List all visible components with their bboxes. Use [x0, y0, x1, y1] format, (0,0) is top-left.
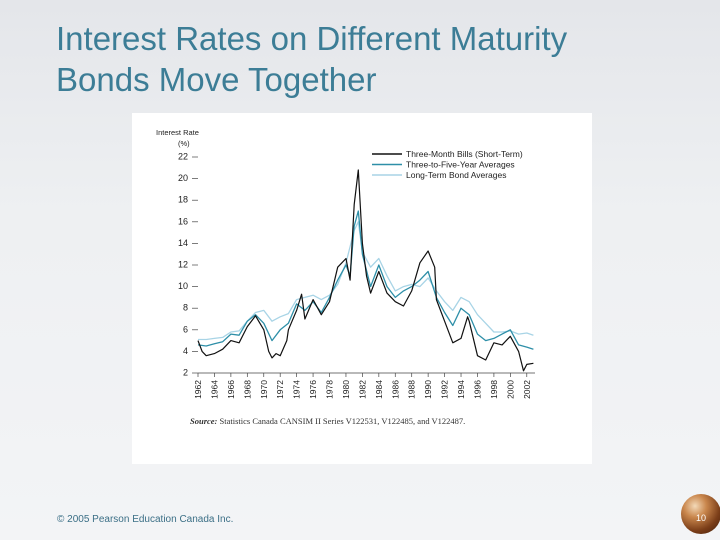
x-tick-label-1982: 1982	[357, 380, 367, 399]
series-line-2	[198, 221, 534, 341]
source-note: Source: Statistics Canada CANSIM II Seri…	[190, 416, 465, 426]
y-tick-label-8: 8	[183, 303, 188, 313]
x-tick-label-1984: 1984	[374, 380, 384, 399]
x-tick-label-1964: 1964	[209, 380, 219, 399]
x-tick-label-1966: 1966	[226, 380, 236, 399]
x-tick-label-1974: 1974	[292, 380, 302, 399]
page-number: 10	[695, 513, 706, 523]
legend: Three-Month Bills (Short-Term)Three-to-F…	[372, 149, 523, 180]
legend-label-1: Three-to-Five-Year Averages	[406, 160, 515, 170]
slide-title: Interest Rates on Different Maturity Bon…	[56, 18, 676, 100]
x-tick-label-1992: 1992	[440, 380, 450, 399]
y-tick-label-18: 18	[178, 195, 188, 205]
y-tick-label-4: 4	[183, 346, 188, 356]
interest-rate-chart: Interest Rate (%) 2 4 6 8 10 12 14 16 18 20 22 1962…	[156, 128, 535, 399]
x-tick-label-1976: 1976	[308, 380, 318, 399]
slide-title-line-2: Bonds Move Together	[56, 61, 377, 98]
series-line-1	[197, 210, 534, 350]
axes: 2 4 6 8 10 12 14 16 18 20 22 1962 1964 1966 1968 1970 19…	[178, 152, 535, 399]
slide-title-line-1: Interest Rates on Different Maturity	[56, 20, 568, 57]
chart-panel: Interest Rate (%) 2 4 6 8 10 12 14 16 18 20 22 1962…	[132, 113, 592, 464]
y-tick-label-2: 2	[183, 368, 188, 378]
x-tick-label-2002: 2002	[522, 380, 532, 399]
copyright-notice: © 2005 Pearson Education Canada Inc.	[57, 514, 234, 525]
y-tick-label-20: 20	[178, 173, 188, 183]
page-number-badge: 10	[681, 494, 720, 534]
x-tick-label-1978: 1978	[325, 380, 335, 399]
x-tick-label-1970: 1970	[259, 380, 269, 399]
y-tick-label-10: 10	[178, 281, 188, 291]
y-axis-label: Interest Rate	[156, 128, 199, 137]
x-tick-label-2000: 2000	[505, 380, 515, 399]
y-tick-label-16: 16	[178, 216, 188, 226]
series-lines	[197, 169, 534, 372]
legend-label-2: Long-Term Bond Averages	[406, 170, 507, 180]
x-tick-label-1986: 1986	[390, 380, 400, 399]
legend-label-0: Three-Month Bills (Short-Term)	[406, 149, 523, 159]
y-tick-label-22: 22	[178, 152, 188, 162]
series-line-0	[197, 169, 534, 372]
x-tick-label-1968: 1968	[242, 380, 252, 399]
x-tick-label-1962: 1962	[193, 380, 203, 399]
x-tick-label-1994: 1994	[456, 380, 466, 399]
x-tick-label-1998: 1998	[489, 380, 499, 399]
x-tick-label-1980: 1980	[341, 380, 351, 399]
source-label: Source:	[190, 416, 218, 426]
y-tick-label-6: 6	[183, 324, 188, 334]
x-tick-label-1988: 1988	[407, 380, 417, 399]
x-tick-label-1990: 1990	[423, 380, 433, 399]
y-tick-label-14: 14	[178, 238, 188, 248]
y-axis-unit: (%)	[178, 139, 190, 148]
y-tick-label-12: 12	[178, 260, 188, 270]
x-tick-label-1972: 1972	[275, 380, 285, 399]
x-tick-label-1996: 1996	[472, 380, 482, 399]
source-text: Statistics Canada CANSIM II Series V1225…	[219, 416, 466, 426]
